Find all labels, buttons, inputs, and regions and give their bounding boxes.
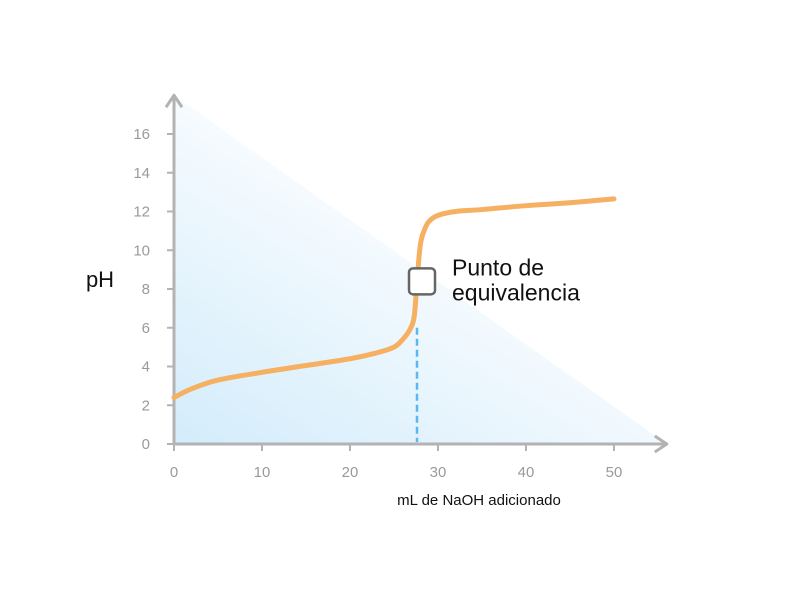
x-tick-label: 30 (430, 464, 447, 481)
y-tick-label: 2 (142, 397, 150, 414)
y-tick-label: 16 (133, 126, 150, 143)
x-tick-label: 10 (254, 464, 271, 481)
x-tick-label: 50 (606, 464, 623, 481)
equivalence-point-marker (407, 267, 437, 296)
annotation-label-line1: Punto de (452, 254, 544, 280)
y-axis-title: pH (86, 267, 114, 292)
y-tick-label: 10 (133, 242, 150, 259)
x-tick-label: 40 (518, 464, 535, 481)
y-tick-label: 4 (142, 359, 150, 376)
annotation-label-line2: equivalencia (452, 279, 580, 305)
y-tick-label: 12 (133, 204, 150, 221)
y-tick-label: 6 (142, 320, 150, 337)
series-layer (171, 196, 617, 400)
axes (164, 93, 669, 454)
y-axis-arrow-icon (164, 93, 184, 109)
x-tick-label: 20 (342, 464, 359, 481)
y-tick-label: 14 (133, 165, 150, 182)
y-tick-label: 8 (142, 281, 150, 298)
x-axis-title: mL de NaOH adicionado (397, 492, 561, 509)
x-axis-arrow-icon (653, 434, 669, 454)
axis-ticks: 0 2 4 6 8 10 12 14 16 0 10 20 30 40 50 (133, 126, 622, 481)
titration-curve (171, 196, 617, 400)
x-tick-label: 0 (170, 464, 178, 481)
y-tick-label: 0 (142, 436, 150, 453)
